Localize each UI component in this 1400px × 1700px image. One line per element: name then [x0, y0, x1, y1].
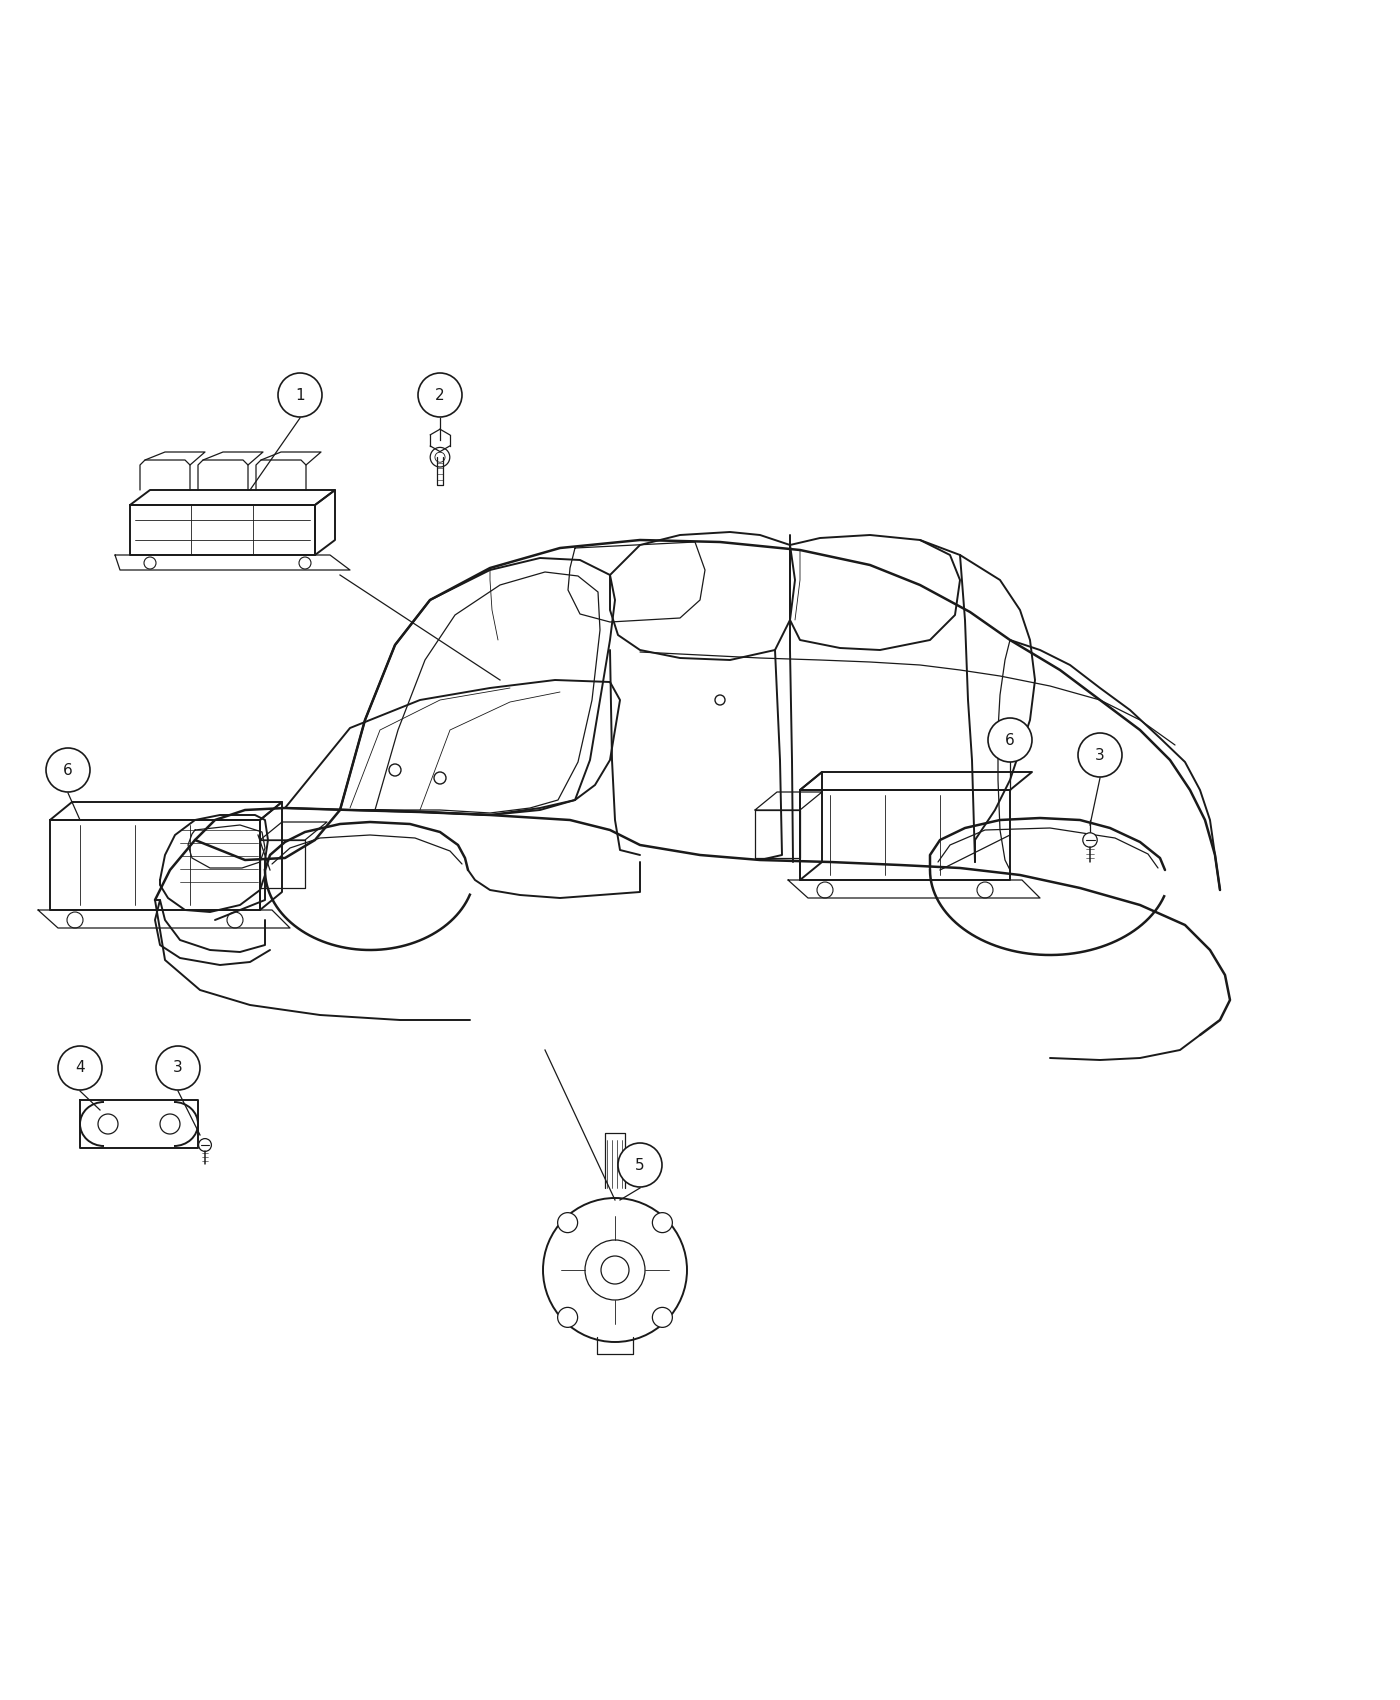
Text: 6: 6: [1005, 733, 1015, 748]
Circle shape: [57, 1046, 102, 1090]
Text: 4: 4: [76, 1061, 85, 1076]
Circle shape: [557, 1307, 578, 1328]
Circle shape: [652, 1307, 672, 1328]
Text: 3: 3: [1095, 748, 1105, 763]
Text: 5: 5: [636, 1158, 645, 1173]
Circle shape: [279, 372, 322, 416]
Circle shape: [617, 1142, 662, 1187]
Text: 1: 1: [295, 388, 305, 403]
Circle shape: [419, 372, 462, 416]
Circle shape: [199, 1139, 211, 1151]
Circle shape: [557, 1212, 578, 1232]
Circle shape: [988, 717, 1032, 762]
Circle shape: [155, 1046, 200, 1090]
Circle shape: [1078, 733, 1121, 777]
Text: 2: 2: [435, 388, 445, 403]
Circle shape: [46, 748, 90, 792]
Text: 3: 3: [174, 1061, 183, 1076]
Circle shape: [1082, 833, 1098, 847]
Circle shape: [652, 1212, 672, 1232]
Text: 6: 6: [63, 763, 73, 777]
